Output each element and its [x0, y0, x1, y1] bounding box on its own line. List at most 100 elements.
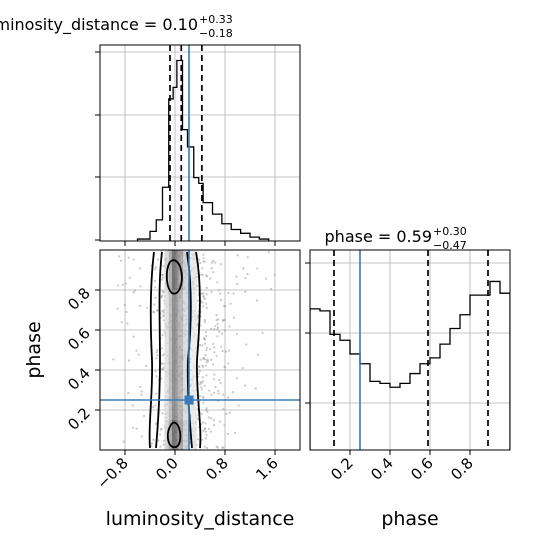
density-block	[164, 400, 171, 410]
scatter-point	[128, 359, 131, 362]
density-block	[176, 330, 184, 340]
scatter-point	[209, 277, 212, 280]
density-block	[171, 330, 179, 340]
scatter-point	[218, 330, 221, 333]
scatter-point	[116, 307, 119, 310]
xlabel-phase: phase	[381, 508, 438, 530]
density-block	[190, 290, 197, 300]
density-block	[190, 390, 197, 400]
contour-mid-left	[155, 251, 163, 449]
density-block	[190, 310, 197, 320]
scatter-point	[202, 365, 205, 368]
scatter-point	[205, 361, 208, 364]
scatter-point	[153, 303, 156, 306]
scatter-point	[161, 347, 164, 350]
scatter-point	[203, 384, 206, 387]
scatter-point	[213, 378, 216, 381]
scatter-point	[157, 439, 160, 442]
scatter-point	[241, 367, 244, 370]
scatter-point	[202, 305, 205, 308]
ld-hist-quantiles	[169, 45, 203, 241]
density-block	[171, 340, 179, 350]
scatter-point	[117, 284, 120, 287]
scatter-point	[228, 411, 231, 414]
scatter-point	[202, 396, 205, 399]
density-block	[164, 380, 171, 390]
density-block	[190, 340, 197, 350]
density-block	[171, 420, 179, 430]
scatter-point	[244, 290, 247, 293]
density-block	[183, 330, 190, 340]
scatter-point	[201, 421, 205, 424]
scatter-point	[273, 273, 276, 276]
density-block	[171, 380, 179, 390]
contour-inner-bottom	[166, 421, 182, 449]
ld-hist-yticks	[95, 51, 100, 241]
scatter-point	[202, 357, 205, 360]
scatter-point	[213, 328, 216, 331]
contour-outer-left	[148, 251, 155, 449]
density-block	[164, 370, 171, 380]
scatter-point	[212, 259, 215, 262]
ytick-label: 0.8	[64, 284, 94, 314]
xtick-label: 0.8	[447, 454, 477, 484]
density-block	[176, 270, 184, 280]
scatter-point	[207, 416, 210, 419]
scatter-point	[212, 363, 215, 366]
density-block	[190, 360, 197, 370]
density-block	[190, 300, 197, 310]
scatter-point	[123, 303, 126, 307]
scatter-point	[205, 374, 208, 377]
scatter-point	[210, 261, 213, 264]
phase-hist-quantiles	[333, 250, 489, 450]
scatter-point	[199, 383, 202, 386]
joint-contours	[148, 251, 202, 449]
density-block	[183, 310, 190, 320]
scatter-point	[214, 385, 217, 389]
scatter-point	[210, 327, 213, 330]
density-block	[183, 380, 190, 390]
scatter-point	[227, 349, 231, 352]
scatter-point	[217, 392, 220, 395]
density-block	[176, 250, 184, 260]
scatter-point	[203, 445, 206, 448]
scatter-point	[152, 406, 155, 409]
scatter-point	[127, 256, 130, 259]
scatter-point	[201, 273, 204, 276]
scatter-point	[154, 286, 157, 289]
scatter-point	[205, 346, 208, 349]
scatter-point	[161, 368, 164, 371]
contour-mid-right	[186, 251, 193, 449]
scatter-point	[229, 302, 232, 305]
density-block	[190, 270, 197, 280]
scatter-point	[125, 311, 128, 314]
density-block	[171, 370, 179, 380]
xtick-label: 0.0	[152, 454, 182, 484]
scatter-point	[137, 353, 140, 356]
density-block	[190, 430, 197, 440]
joint-density-blocks	[164, 250, 197, 450]
scatter-point	[210, 267, 213, 270]
ylabel-phase: phase	[23, 321, 45, 378]
density-block	[171, 350, 179, 360]
density-block	[176, 390, 184, 400]
density-block	[171, 310, 179, 320]
scatter-point	[132, 258, 135, 261]
scatter-point	[223, 318, 227, 321]
density-block	[190, 260, 197, 270]
density-block	[176, 410, 184, 420]
scatter-point	[202, 292, 205, 295]
scatter-point	[132, 335, 135, 338]
density-block	[190, 440, 197, 450]
density-block	[176, 320, 184, 330]
density-block	[190, 350, 197, 360]
scatter-point	[223, 329, 226, 332]
density-block	[176, 400, 184, 410]
scatter-point	[214, 261, 217, 264]
scatter-point	[162, 443, 165, 446]
scatter-point	[156, 354, 159, 357]
density-block	[176, 370, 184, 380]
scatter-point	[152, 311, 155, 314]
scatter-point	[201, 344, 204, 347]
scatter-point	[120, 259, 123, 262]
